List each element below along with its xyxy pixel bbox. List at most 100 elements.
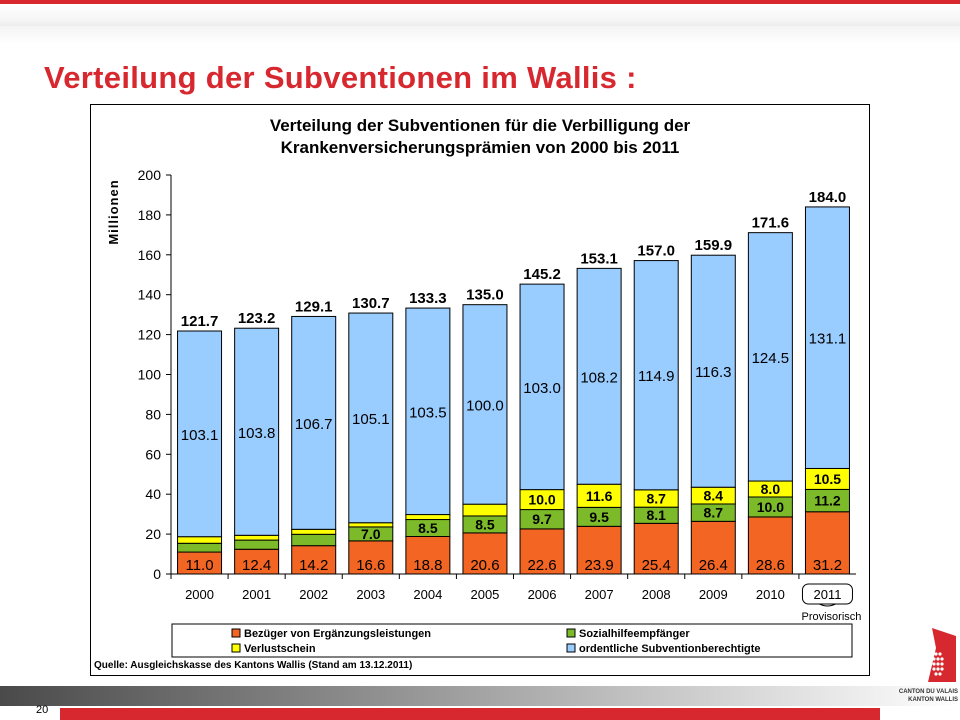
data-label: 28.6 bbox=[756, 557, 785, 574]
data-label: 11.2 bbox=[814, 493, 841, 509]
y-tick-label: 200 bbox=[138, 167, 162, 183]
bar-segment bbox=[291, 545, 337, 575]
x-tick-label: 2006 bbox=[528, 587, 557, 602]
y-tick-label: 20 bbox=[145, 526, 161, 542]
slide-title: Verteilung der Subventionen im Wallis : bbox=[44, 60, 637, 95]
footer-red-band bbox=[60, 708, 880, 720]
legend-box bbox=[171, 623, 853, 658]
data-label: 105.1 bbox=[352, 411, 390, 428]
bar-segment bbox=[234, 548, 280, 575]
data-label: 8.5 bbox=[418, 520, 438, 536]
logo-line-2: KANTON WALLIS bbox=[908, 697, 958, 703]
bar-segment bbox=[576, 267, 622, 485]
data-label: 26.4 bbox=[699, 557, 728, 574]
data-label: 9.5 bbox=[589, 509, 609, 525]
data-label: 10.5 bbox=[814, 471, 841, 487]
bar-segment bbox=[462, 304, 508, 505]
legend-swatch bbox=[566, 643, 576, 653]
x-tick-label: 2001 bbox=[242, 587, 271, 602]
total-label: 157.0 bbox=[637, 243, 675, 260]
chart-title-line-1: Verteilung der Subventionen für die Verb… bbox=[270, 116, 691, 135]
data-label: 16.6 bbox=[356, 557, 385, 574]
y-tick-label: 140 bbox=[138, 287, 162, 303]
bar-segment bbox=[633, 522, 679, 575]
legend-swatch bbox=[231, 643, 241, 653]
x-tick-label: 2002 bbox=[299, 587, 328, 602]
bar-segment bbox=[804, 511, 850, 575]
legend-label: Bezüger von Ergänzungsleistungen bbox=[244, 628, 431, 640]
bar-segment bbox=[234, 327, 280, 536]
y-tick-label: 80 bbox=[145, 406, 161, 422]
total-label: 171.6 bbox=[752, 215, 790, 232]
total-label: 159.9 bbox=[695, 237, 733, 254]
data-label: 108.2 bbox=[580, 369, 618, 386]
x-tick-label: 2005 bbox=[470, 587, 499, 602]
data-label: 114.9 bbox=[638, 368, 674, 385]
data-label: 23.9 bbox=[585, 557, 614, 574]
annotation-label: Provisorisch bbox=[802, 611, 862, 623]
legend-label: Verlustschein bbox=[244, 643, 316, 655]
legend-swatch bbox=[566, 628, 576, 638]
data-label: 7.0 bbox=[361, 526, 381, 542]
logo-line-1: CANTON DU VALAIS bbox=[898, 689, 958, 695]
page-number: 20 bbox=[36, 704, 49, 716]
data-label: 116.3 bbox=[695, 364, 731, 381]
bar-segment bbox=[405, 535, 451, 575]
data-label: 22.6 bbox=[527, 557, 556, 574]
bar-segment bbox=[348, 312, 394, 524]
bar-segment bbox=[576, 525, 622, 575]
total-label: 135.0 bbox=[466, 287, 504, 304]
header-white-band bbox=[0, 4, 960, 26]
source-note: Quelle: Ausgleichskasse des Kantons Wall… bbox=[94, 660, 412, 671]
chart-svg: Verteilung der Subventionen für die Verb… bbox=[94, 116, 862, 671]
data-label: 8.4 bbox=[704, 488, 724, 504]
total-label: 121.7 bbox=[181, 313, 219, 330]
data-label: 8.1 bbox=[646, 507, 666, 523]
total-label: 123.2 bbox=[238, 310, 276, 327]
data-label: 8.5 bbox=[475, 516, 495, 532]
total-label: 153.1 bbox=[580, 250, 618, 267]
bar-segment bbox=[633, 260, 679, 491]
bar-segment bbox=[405, 307, 451, 516]
data-label: 12.4 bbox=[242, 557, 271, 574]
x-tick-label: 2008 bbox=[642, 587, 671, 602]
y-tick-label: 100 bbox=[138, 367, 162, 383]
bar-segment bbox=[519, 283, 565, 491]
bar-segment bbox=[462, 532, 508, 575]
legend-label: Sozialhilfeempfänger bbox=[579, 628, 690, 640]
data-label: 103.8 bbox=[238, 425, 276, 442]
data-label: 9.7 bbox=[532, 511, 552, 527]
legend-label: ordentliche Subventionberechtigte bbox=[579, 643, 761, 655]
bar-segment bbox=[747, 516, 793, 575]
x-tick-label: 2004 bbox=[413, 587, 442, 602]
x-tick-label: 2003 bbox=[356, 587, 385, 602]
data-label: 124.5 bbox=[752, 350, 790, 367]
highlight-box bbox=[801, 583, 853, 605]
data-label: 10.0 bbox=[528, 492, 555, 508]
data-label: 8.7 bbox=[704, 505, 724, 521]
bar-segment bbox=[690, 254, 736, 488]
total-label: 184.0 bbox=[809, 189, 847, 206]
data-label: 25.4 bbox=[642, 557, 671, 574]
data-label: 18.8 bbox=[413, 557, 442, 574]
data-label: 100.0 bbox=[466, 397, 504, 414]
y-tick-label: 40 bbox=[145, 486, 161, 502]
highlight-brace bbox=[819, 603, 836, 607]
data-label: 103.0 bbox=[523, 380, 561, 397]
canton-logo-icon bbox=[928, 628, 956, 682]
data-label: 31.2 bbox=[813, 557, 842, 574]
y-tick-label: 120 bbox=[138, 327, 162, 343]
data-label: 106.7 bbox=[295, 416, 333, 433]
x-tick-label: 2011 bbox=[813, 587, 841, 602]
canton-logo-text: CANTON DU VALAIS KANTON WALLIS bbox=[880, 688, 958, 704]
x-tick-label: 2009 bbox=[699, 587, 728, 602]
total-label: 145.2 bbox=[523, 266, 561, 283]
data-label: 10.0 bbox=[757, 499, 784, 515]
data-label: 103.1 bbox=[181, 427, 219, 444]
y-tick-label: 0 bbox=[153, 566, 161, 582]
y-tick-label: 60 bbox=[145, 446, 161, 462]
data-label: 131.1 bbox=[809, 331, 847, 348]
data-label: 11.6 bbox=[586, 488, 613, 504]
total-label: 129.1 bbox=[295, 298, 333, 315]
x-tick-label: 2000 bbox=[185, 587, 214, 602]
